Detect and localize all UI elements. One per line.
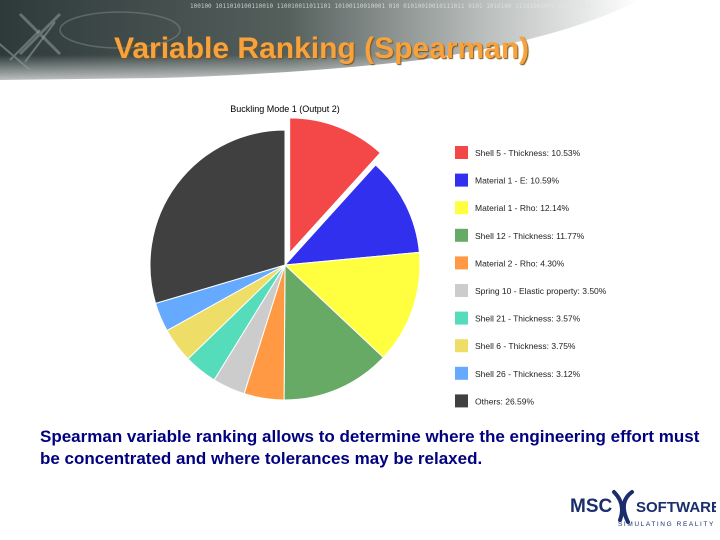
logo-word-left: MSC: [570, 496, 613, 517]
legend-label: Material 1 - Rho: 12.14%: [475, 203, 569, 213]
legend-swatch: [455, 394, 468, 408]
legend-label: Others: 26.59%: [475, 396, 535, 406]
legend-label: Shell 5 - Thickness: 10.53%: [475, 148, 581, 158]
legend-swatch: [455, 366, 468, 380]
logo-x-mark: [612, 490, 634, 524]
legend-label: Material 2 - Rho: 4.30%: [475, 258, 565, 268]
legend-swatch: [455, 146, 468, 159]
header-banner-art: 100100 1011010100110010 110010011011101 …: [0, 0, 720, 92]
pie-slice: [283, 164, 420, 266]
legend-swatch: [455, 228, 468, 242]
logo-word-right: SOFTWARE: [636, 499, 716, 516]
legend-label: Spring 10 - Elastic property: 3.50%: [475, 286, 607, 296]
pie-slice: [283, 263, 385, 401]
pie-slice: [283, 251, 421, 359]
legend-swatch: [455, 284, 468, 297]
legend-label: Material 1 - E: 10.59%: [475, 176, 560, 186]
pie-slice: [289, 117, 382, 255]
legend-label: Shell 26 - Thickness: 3.12%: [475, 369, 581, 379]
legend-label: Shell 6 - Thickness: 3.75%: [475, 341, 576, 351]
legend-swatch: [455, 173, 468, 187]
msc-software-logo: MSC SOFTWARE SIMULATING REALITY: [570, 490, 716, 528]
pie-slices: [149, 117, 421, 401]
legend-swatch: [455, 256, 468, 270]
slide-title: Variable Ranking (Spearman): [114, 32, 530, 65]
legend: Shell 5 - Thickness: 10.53% Material 1 - …: [455, 146, 607, 408]
legend-swatch: [455, 311, 468, 325]
chart-title: Buckling Mode 1 (Output 2): [230, 104, 340, 114]
header-binary-text: 100100 1011010100110010 110010011011101 …: [190, 3, 591, 10]
pie-chart: Buckling Mode 1 (Output 2) Shell 5 - Thi…: [149, 104, 607, 408]
logo-tagline: SIMULATING REALITY: [618, 521, 715, 528]
legend-label: Shell 12 - Thickness: 11.77%: [475, 231, 585, 241]
pie-slice: [149, 129, 286, 305]
slide-caption: Spearman variable ranking allows to dete…: [40, 427, 700, 468]
legend-swatch: [455, 201, 468, 215]
legend-label: Shell 21 - Thickness: 3.57%: [475, 314, 581, 324]
legend-swatch: [455, 339, 468, 353]
